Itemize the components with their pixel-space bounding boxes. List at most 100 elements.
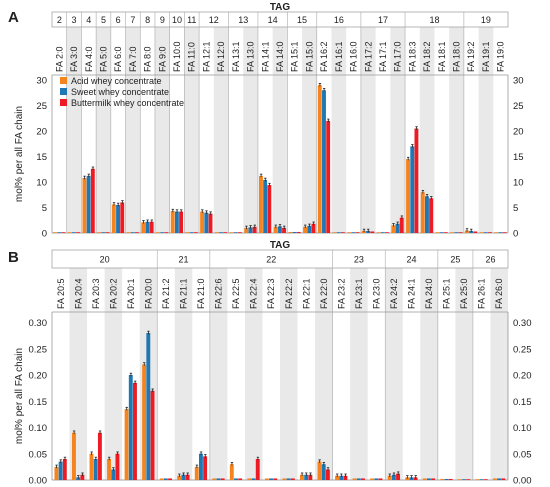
category-label-a: FA 13:1 [231, 41, 241, 72]
y-tick-left-b: 0.15 [29, 397, 48, 408]
bar-a-buttermilk-whey-concentrate [267, 185, 272, 233]
column-shade-b [315, 268, 333, 480]
bar-b-buttermilk-whey-concentrate [466, 479, 471, 480]
y-tick-left-a: 0 [42, 229, 47, 240]
bar-a-acid-whey-concentrate [494, 232, 499, 233]
bar-a-sweet-whey-concentrate [160, 232, 165, 233]
column-shade-b [244, 268, 263, 480]
bar-a-acid-whey-concentrate [82, 177, 87, 233]
bar-b-sweet-whey-concentrate [128, 375, 133, 480]
category-label-a: FA 8:0 [143, 46, 153, 72]
bar-a-buttermilk-whey-concentrate [76, 232, 81, 233]
category-label-b: FA 22:2 [284, 278, 294, 309]
bar-a-sweet-whey-concentrate [86, 175, 91, 233]
group-label-a: 3 [72, 15, 77, 25]
bar-a-buttermilk-whey-concentrate [252, 226, 257, 233]
bar-a-sweet-whey-concentrate [380, 232, 385, 233]
bar-a-sweet-whey-concentrate [130, 232, 135, 233]
category-label-a: FA 15:1 [290, 41, 300, 72]
bar-b-sweet-whey-concentrate [304, 474, 309, 480]
legend-label: Acid whey concentrate [71, 76, 162, 86]
bar-b-buttermilk-whey-concentrate [361, 478, 365, 480]
bar-a-acid-whey-concentrate [53, 232, 57, 233]
group-label-b: 23 [354, 255, 364, 265]
category-label-b: FA 25:0 [459, 278, 469, 309]
bar-a-sweet-whey-concentrate [439, 232, 444, 233]
category-label-a: FA 19:0 [496, 41, 506, 72]
bar-a-sweet-whey-concentrate [219, 232, 223, 233]
bar-a-acid-whey-concentrate [200, 211, 205, 233]
category-label-b: FA 20:4 [73, 278, 83, 309]
bar-a-buttermilk-whey-concentrate [473, 231, 478, 233]
category-label-b: FA 21:1 [179, 278, 189, 309]
bar-a-buttermilk-whey-concentrate [326, 120, 331, 233]
category-label-a: FA 15:0 [304, 41, 314, 72]
column-shade-a [478, 27, 494, 233]
column-shade-a [213, 27, 229, 233]
bar-b-buttermilk-whey-concentrate [168, 478, 172, 480]
bar-a-acid-whey-concentrate [406, 159, 410, 233]
group-label-b: 24 [407, 255, 417, 265]
column-shade-b [455, 268, 473, 480]
category-label-a: FA 4:0 [84, 46, 94, 72]
bar-b-acid-whey-concentrate [282, 478, 287, 480]
bar-b-buttermilk-whey-concentrate [378, 478, 383, 480]
bar-a-acid-whey-concentrate [273, 226, 278, 233]
y-tick-left-b: 0.30 [29, 318, 48, 329]
bar-a-buttermilk-whey-concentrate [208, 213, 213, 233]
bar-a-buttermilk-whey-concentrate [90, 168, 95, 233]
bar-b-buttermilk-whey-concentrate [150, 390, 155, 480]
bar-a-sweet-whey-concentrate [189, 232, 194, 233]
column-shade-b [385, 268, 403, 480]
bar-a-buttermilk-whey-concentrate [237, 232, 242, 233]
bar-b-buttermilk-whey-concentrate [483, 479, 488, 480]
bar-a-acid-whey-concentrate [170, 211, 175, 233]
bar-b-acid-whey-concentrate [335, 475, 339, 480]
bar-b-acid-whey-concentrate [212, 478, 217, 480]
group-row-border-b [51, 249, 509, 269]
y-tick-right-a: 25 [513, 101, 524, 112]
bar-b-acid-whey-concentrate [142, 364, 147, 480]
category-label-b: FA 20:3 [91, 278, 101, 309]
bar-b-acid-whey-concentrate [54, 466, 59, 480]
bar-b-sweet-whey-concentrate [339, 475, 344, 480]
category-label-b: FA 23:1 [354, 278, 364, 309]
bar-a-acid-whey-concentrate [185, 232, 190, 233]
bar-b-acid-whey-concentrate [387, 475, 392, 480]
bar-a-buttermilk-whey-concentrate [414, 128, 419, 233]
category-label-b: FA 23:2 [336, 278, 346, 309]
category-label-b: FA 21:2 [161, 278, 171, 309]
group-label-a: 19 [481, 15, 491, 25]
column-shade-b [420, 268, 438, 480]
y-tick-right-b: 0.05 [513, 449, 532, 460]
column-shade-b [280, 268, 298, 480]
group-label-a: 9 [160, 15, 165, 25]
group-label-b: 21 [179, 255, 189, 265]
category-label-b: FA 23:0 [371, 278, 381, 309]
bar-b-buttermilk-whey-concentrate [62, 459, 67, 480]
bar-a-buttermilk-whey-concentrate [164, 232, 169, 233]
column-shade-b [104, 268, 123, 480]
category-label-a: FA 14:0 [275, 41, 285, 72]
column-shade-a [272, 27, 288, 233]
group-label-b: 22 [266, 255, 276, 265]
category-label-a: FA 18:3 [407, 41, 417, 72]
bar-a-buttermilk-whey-concentrate [282, 227, 286, 233]
group-label-b: 26 [485, 255, 495, 265]
bar-b-sweet-whey-concentrate [93, 459, 98, 480]
bar-b-acid-whey-concentrate [159, 478, 164, 480]
group-label-a: 10 [172, 15, 182, 25]
bar-b-buttermilk-whey-concentrate [501, 478, 506, 480]
group-label-a: 7 [130, 15, 135, 25]
bar-a-buttermilk-whey-concentrate [429, 198, 434, 233]
bar-a-sweet-whey-concentrate [233, 232, 238, 233]
bar-a-buttermilk-whey-concentrate [61, 232, 66, 233]
bar-b-acid-whey-concentrate [492, 478, 497, 480]
group-label-a: 17 [378, 15, 388, 25]
bar-a-buttermilk-whey-concentrate [296, 231, 301, 233]
bar-b-acid-whey-concentrate [124, 409, 129, 480]
bar-b-buttermilk-whey-concentrate [325, 469, 330, 480]
y-tick-left-a: 10 [36, 178, 47, 189]
bar-a-sweet-whey-concentrate [336, 232, 341, 233]
